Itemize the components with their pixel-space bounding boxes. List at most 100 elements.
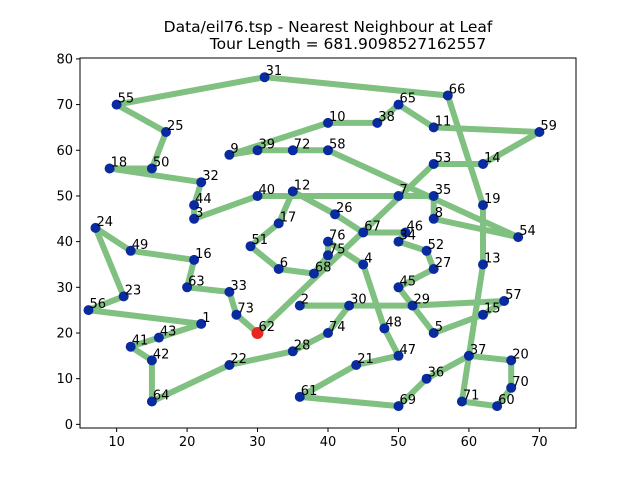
- node-point: [245, 241, 256, 252]
- node-point: [456, 396, 467, 407]
- node-point: [478, 200, 488, 211]
- node-label: 45: [400, 274, 417, 289]
- node-point: [273, 264, 284, 274]
- node-label: 40: [259, 183, 276, 198]
- tour-edge: [184, 284, 233, 295]
- node-point: [372, 117, 383, 128]
- node-label: 69: [400, 393, 417, 408]
- node-label: 4: [364, 252, 372, 267]
- tour-edge: [247, 220, 282, 250]
- node-label: 76: [329, 229, 346, 244]
- node-label: 43: [160, 325, 177, 340]
- node-label: 6: [280, 256, 288, 271]
- tour-edge: [254, 161, 437, 336]
- node-label: 23: [125, 283, 142, 298]
- node-label: 32: [202, 169, 219, 184]
- node-label: 65: [400, 92, 417, 107]
- node-label: 5: [435, 320, 443, 335]
- node-point: [358, 227, 369, 238]
- node-point: [478, 259, 488, 270]
- node-label: 13: [484, 252, 501, 267]
- tour-edge: [430, 124, 543, 135]
- node-label: 15: [484, 302, 501, 317]
- node-label: 29: [414, 293, 431, 308]
- node-point: [161, 127, 171, 137]
- tour-edge: [296, 362, 360, 400]
- tour-edge: [275, 266, 317, 277]
- node-label: 75: [329, 242, 346, 257]
- x-tick-label: 70: [531, 435, 548, 450]
- node-point: [146, 396, 157, 407]
- node-layer: [83, 72, 545, 412]
- node-point: [506, 382, 517, 393]
- tour-edge: [247, 243, 282, 272]
- node-label: 34: [400, 229, 417, 244]
- node-label: 51: [252, 233, 269, 248]
- node-point: [252, 145, 263, 156]
- node-point: [323, 236, 333, 247]
- tour-edge: [85, 307, 205, 327]
- start-node-point: [251, 327, 264, 339]
- node-point: [428, 159, 439, 169]
- tour-edge: [395, 101, 437, 131]
- tour-edge: [113, 101, 169, 135]
- node-label: 68: [315, 261, 332, 276]
- node-label: 22: [230, 352, 247, 367]
- node-point: [428, 264, 439, 274]
- node-point: [393, 401, 404, 412]
- tour-path-layer: [85, 74, 543, 410]
- y-tick-label: 30: [56, 281, 73, 296]
- chart-subtitle: Tour Length = 681.9098527162557: [209, 35, 486, 53]
- node-point: [146, 163, 157, 174]
- node-point: [351, 360, 362, 370]
- node-label: 49: [132, 238, 149, 253]
- node-point: [294, 391, 305, 402]
- tour-edge: [261, 74, 451, 99]
- tour-edge: [226, 348, 296, 368]
- node-label: 20: [512, 347, 529, 362]
- node-point: [428, 328, 439, 338]
- node-point: [259, 72, 270, 83]
- node-point: [478, 309, 488, 320]
- tour-edge: [148, 129, 169, 172]
- node-label: 1: [202, 311, 210, 326]
- node-label: 53: [435, 151, 452, 166]
- node-label: 24: [97, 215, 114, 230]
- tour-edge: [127, 247, 198, 263]
- node-point: [323, 145, 333, 156]
- tour-edge: [106, 165, 205, 186]
- node-label: 28: [294, 338, 311, 353]
- node-label: 21: [357, 352, 374, 367]
- node-point: [231, 309, 242, 320]
- node-label: 41: [132, 334, 149, 349]
- x-tick-label: 10: [108, 435, 125, 450]
- node-point: [287, 186, 298, 197]
- node-point: [428, 213, 439, 224]
- node-point: [111, 99, 122, 110]
- node-label: 18: [111, 156, 128, 171]
- x-tick-label: 30: [249, 435, 266, 450]
- tour-edge: [480, 129, 543, 167]
- node-label: 39: [259, 137, 276, 152]
- node-label: 2: [301, 293, 309, 308]
- node-label: 74: [329, 320, 346, 335]
- node-label: 10: [329, 110, 346, 125]
- node-label: 8: [435, 206, 443, 221]
- node-point: [196, 177, 207, 188]
- node-point: [294, 300, 305, 311]
- y-tick-label: 50: [56, 189, 73, 204]
- tour-edge: [381, 325, 402, 359]
- y-tick-label: 40: [56, 235, 73, 250]
- node-point: [153, 332, 164, 343]
- node-point: [506, 355, 517, 366]
- node-label: 35: [435, 183, 452, 198]
- node-label: 50: [153, 156, 170, 171]
- node-point: [189, 213, 200, 224]
- node-label: 25: [167, 119, 184, 134]
- node-point: [125, 245, 136, 256]
- node-point: [189, 254, 200, 265]
- node-label: 47: [400, 343, 417, 358]
- node-label: 52: [428, 238, 445, 253]
